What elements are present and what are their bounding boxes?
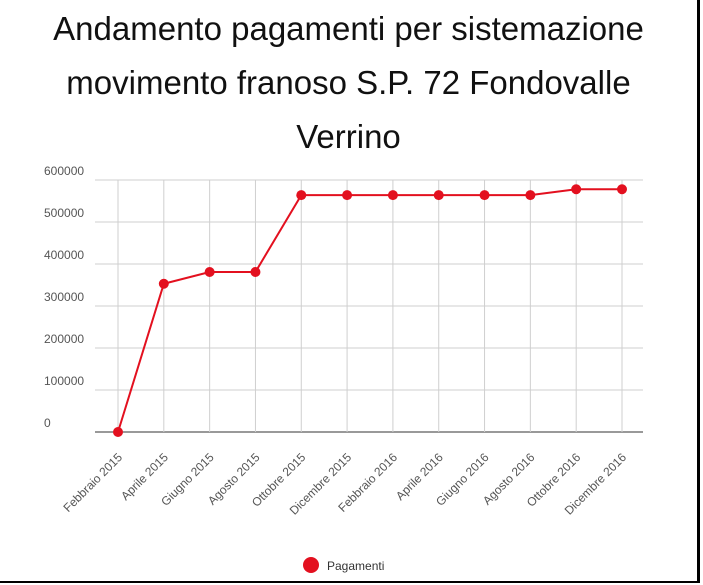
chart-title: Andamento pagamenti per sistemazione mov…: [0, 2, 697, 164]
data-point: [342, 190, 353, 201]
chart-title-line-3: Verrino: [296, 118, 401, 155]
data-point: [479, 190, 490, 201]
legend-label-pagamenti: Pagamenti: [327, 559, 384, 573]
data-point: [113, 427, 123, 437]
data-point: [158, 278, 169, 289]
chart-title-line-1: Andamento pagamenti per sistemazione: [53, 10, 644, 47]
grid: [95, 179, 643, 433]
x-tick-label: Febbraio 2015: [60, 450, 125, 515]
data-point: [296, 190, 307, 201]
y-tick-label: 100000: [44, 374, 84, 388]
series-layer: [113, 184, 627, 437]
data-point: [525, 190, 536, 201]
data-point: [617, 184, 627, 195]
data-point: [433, 190, 444, 201]
y-tick-label: 400000: [44, 248, 84, 262]
data-point: [204, 266, 215, 277]
y-tick-label: 200000: [44, 332, 84, 346]
series-line-pagamenti: [117, 188, 622, 433]
y-tick-label: 0: [44, 416, 51, 430]
data-point: [387, 190, 398, 201]
y-axis-ticks: 0 100000 200000 300000 400000 500000 600000: [44, 164, 84, 430]
legend-marker-pagamenti: [303, 557, 319, 573]
data-point: [250, 266, 261, 277]
y-tick-label: 300000: [44, 290, 84, 304]
chart-title-line-2: movimento franoso S.P. 72 Fondovalle: [66, 64, 631, 101]
data-point: [571, 184, 582, 195]
y-tick-label: 600000: [44, 164, 84, 178]
y-tick-label: 500000: [44, 206, 84, 220]
legend: Pagamenti: [303, 557, 384, 573]
